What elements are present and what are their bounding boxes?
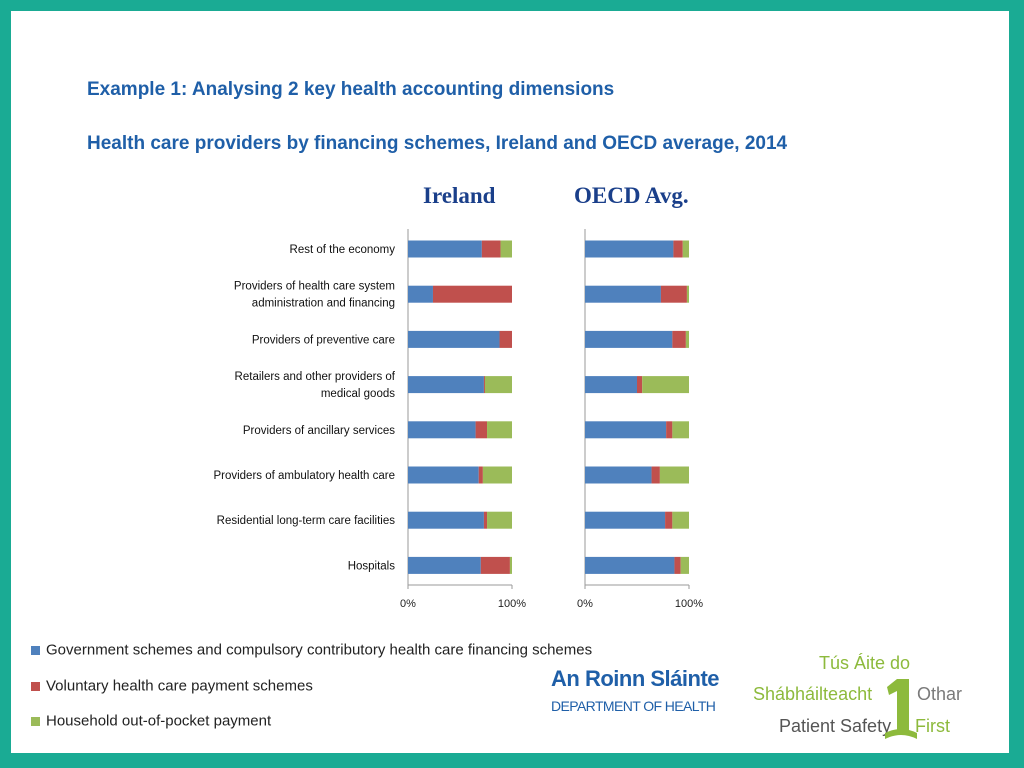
bar-segment [685, 330, 689, 348]
bar-segment [585, 556, 675, 574]
category-label-line: Residential long-term care facilities [217, 515, 396, 527]
category-label: Hospitals [348, 560, 396, 572]
bar-segment [585, 240, 674, 258]
ps-logo-line-4: Patient Safety [779, 716, 892, 736]
bar-segment [408, 556, 481, 574]
x-tick-label: 0% [577, 598, 593, 610]
patient-safety-first-logo: Tús Áite do Shábháilteacht Othar Patient… [753, 651, 993, 751]
bar-segment [585, 421, 667, 439]
bar-segment [408, 376, 484, 394]
bar-segment [408, 240, 482, 258]
category-label-line: Providers of ambulatory health care [213, 470, 395, 482]
bar-segment [432, 285, 512, 303]
category-label-line: Rest of the economy [290, 244, 396, 256]
bar-segment [500, 240, 512, 258]
bar-segment [408, 285, 433, 303]
legend-label-household: Household out-of-pocket payment [46, 712, 272, 730]
ps-logo-line-3: Othar [917, 684, 963, 704]
legend-swatch-voluntary [31, 681, 40, 691]
bar-segment [478, 466, 483, 484]
bar-segment [408, 421, 476, 439]
bar-segment [672, 511, 689, 529]
bar-segment [659, 466, 689, 484]
bar-segment [585, 285, 661, 303]
doh-logo-english-text: DEPARTMENT OF HEALTH [551, 698, 716, 714]
category-label: Residential long-term care facilities [217, 515, 396, 527]
bar-segment [666, 421, 673, 439]
slide-title: Example 1: Analysing 2 key health accoun… [87, 79, 615, 100]
bar-segment [408, 511, 484, 529]
legend-item-voluntary: Voluntary health care payment schemes [31, 677, 313, 701]
bar-segment [674, 556, 681, 574]
bar-segment [482, 466, 512, 484]
category-label: Rest of the economy [290, 244, 396, 256]
bar-segment [487, 421, 512, 439]
bar-segment [672, 330, 686, 348]
bar-segment [408, 466, 479, 484]
x-tick-label: 100% [675, 598, 703, 610]
number-one-mark-icon [885, 679, 917, 739]
legend-label-voluntary: Voluntary health care payment schemes [46, 677, 313, 695]
bar-segment [660, 285, 687, 303]
bar-segment [585, 376, 637, 394]
bar-segment [483, 511, 488, 529]
legend-swatch-household [31, 716, 40, 726]
bar-segment [509, 556, 512, 574]
legend-swatch-government [31, 645, 40, 655]
bar-segment [665, 511, 673, 529]
bar-segment [585, 466, 652, 484]
bar-segment [672, 421, 689, 439]
ps-logo-line-2: Shábháilteacht [753, 684, 873, 704]
bar-segment [484, 376, 512, 394]
bar-segment [408, 330, 500, 348]
legend-item-government: Government schemes and compulsory contri… [31, 641, 592, 665]
category-label-line: Providers of preventive care [252, 334, 395, 346]
bar-segment [499, 330, 512, 348]
category-label: Retailers and other providers of medical … [235, 371, 396, 400]
bar-segment [680, 556, 689, 574]
bar-segment [673, 240, 683, 258]
category-label-line: Providers of health care system [234, 281, 395, 293]
bar-segment [585, 511, 666, 529]
bar-segment [651, 466, 660, 484]
panel-title-oecd: OECD Avg. [574, 183, 689, 208]
bar-segment [481, 240, 501, 258]
panel-title-ireland: Ireland [423, 183, 496, 208]
bar-segment [480, 556, 510, 574]
department-of-health-logo: An Roinn Sláinte DEPARTMENT OF HEALTH [551, 666, 741, 714]
bar-segment [682, 240, 689, 258]
category-label: Providers of health care system administr… [234, 281, 395, 310]
category-label: Providers of ancillary services [243, 425, 395, 437]
x-tick-label: 0% [400, 598, 416, 610]
bar-segment [637, 376, 643, 394]
category-label-line: medical goods [321, 388, 395, 400]
category-label-line: Providers of ancillary services [243, 425, 395, 437]
doh-logo-irish-text: An Roinn Sláinte [551, 666, 720, 691]
legend-label-government: Government schemes and compulsory contri… [46, 641, 593, 659]
category-label-line: administration and financing [252, 298, 395, 310]
category-label: Providers of ambulatory health care [213, 470, 395, 482]
x-tick-label: 100% [498, 598, 526, 610]
category-label-line: Retailers and other providers of [235, 371, 396, 383]
bar-segment [483, 376, 485, 394]
chart-subtitle: Health care providers by financing schem… [87, 133, 788, 154]
slide: Example 1: Analysing 2 key health accoun… [11, 11, 1009, 753]
bar-segment [487, 511, 512, 529]
category-label: Providers of preventive care [252, 334, 395, 346]
bar-segment [585, 330, 673, 348]
legend-item-household: Household out-of-pocket payment [31, 712, 271, 736]
category-label-line: Hospitals [348, 560, 396, 572]
bar-segment [642, 376, 689, 394]
ps-logo-line-1: Tús Áite do [819, 653, 911, 673]
bar-segment [475, 421, 488, 439]
ps-logo-line-5: First [915, 716, 950, 736]
bar-segment [686, 285, 689, 303]
stacked-bar-chart: Rest of the economy Providers of health c… [213, 229, 703, 610]
